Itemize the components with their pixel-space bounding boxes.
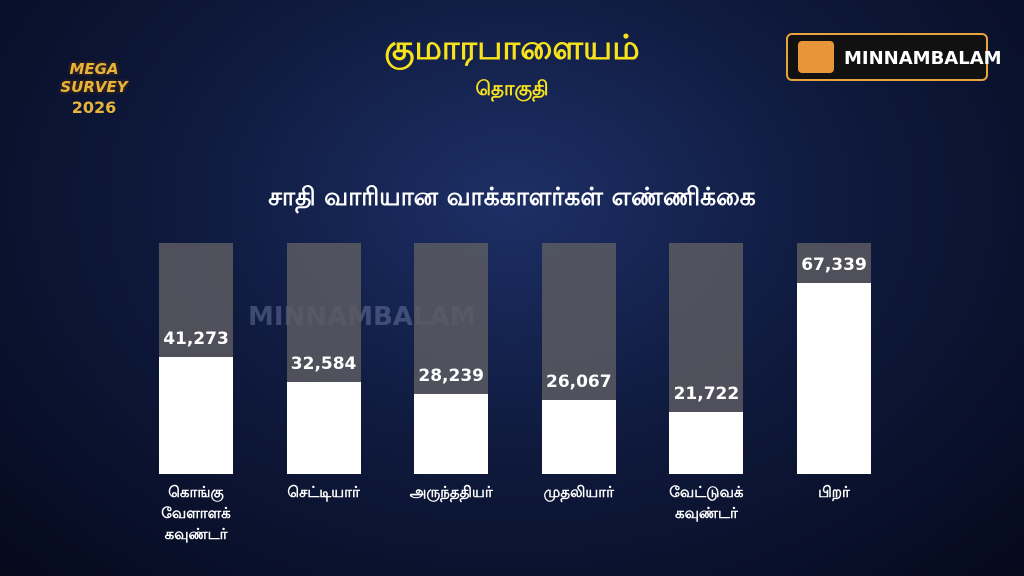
chart-title: சாதி வாரியான வாக்காளர்கள் எண்ணிக்கை xyxy=(268,182,756,211)
logo-text: MINNAMBALAM xyxy=(844,48,1002,69)
category-label: முதலியார் xyxy=(543,483,614,501)
category-label: செட்டியார் xyxy=(287,483,360,501)
title: குமாரபாளையம் xyxy=(384,28,640,68)
logo: MINNAMBALAM xyxy=(786,33,1002,81)
bar xyxy=(159,356,233,474)
category-label: பிறர் xyxy=(818,483,850,501)
bar xyxy=(797,283,871,474)
category-label: அருந்ததியர் xyxy=(409,483,493,501)
badge-text: MEGA SURVEY xyxy=(60,60,128,96)
value-label: 28,239 xyxy=(418,365,484,386)
subtitle: தொகுதி xyxy=(475,76,549,100)
badge: MEGA SURVEY 2026 xyxy=(42,30,146,130)
category-label: கொங்கு வேளாளக் கவுண்டர் xyxy=(161,483,231,543)
badge-year: 2026 xyxy=(71,98,117,117)
value-label: 21,722 xyxy=(673,384,740,405)
bar xyxy=(414,393,489,474)
value-label: 41,273 xyxy=(163,328,229,349)
value-label: 26,067 xyxy=(545,372,612,393)
value-label: 67,339 xyxy=(801,255,867,275)
bar xyxy=(541,400,616,474)
value-label: 32,584 xyxy=(290,353,357,374)
bar xyxy=(286,381,361,474)
category-label: வேட்டுவக் கவுண்டர் xyxy=(669,483,744,522)
bar xyxy=(669,412,744,474)
